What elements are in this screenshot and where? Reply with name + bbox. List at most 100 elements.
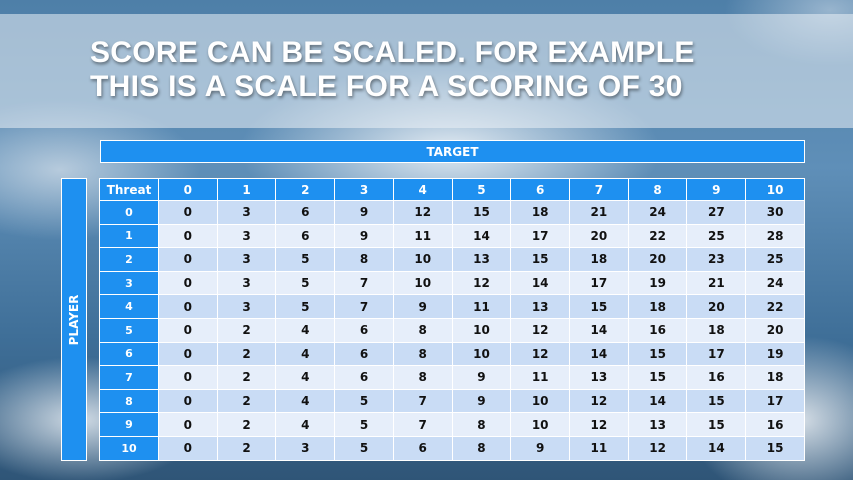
row-header: 1 <box>99 223 159 249</box>
score-cell: 5 <box>275 247 336 272</box>
table-row: 4 0 3 5 7 9 11 13 15 18 20 22 <box>99 294 805 319</box>
row-header: 6 <box>99 341 159 367</box>
header-row: Threat 0 1 2 3 4 5 6 7 8 9 10 <box>99 178 805 201</box>
score-cell: 13 <box>510 294 571 319</box>
score-cell: 12 <box>510 317 571 343</box>
corner-header: Threat <box>99 178 159 201</box>
score-cell: 8 <box>392 317 453 343</box>
score-cell: 3 <box>275 435 336 461</box>
score-cell: 13 <box>451 247 512 272</box>
score-cell: 14 <box>451 223 512 249</box>
score-cell: 9 <box>451 365 512 390</box>
score-cell: 25 <box>745 247 805 272</box>
score-cell: 15 <box>451 200 512 225</box>
score-cell: 22 <box>745 294 805 319</box>
score-cell: 28 <box>745 223 805 249</box>
score-cell: 6 <box>275 200 336 225</box>
column-header: 10 <box>745 178 805 201</box>
row-header: 9 <box>99 412 159 437</box>
score-cell: 15 <box>686 412 747 437</box>
column-header: 1 <box>216 178 277 201</box>
slide-title: SCORE CAN BE SCALED. FOR EXAMPLE THIS IS… <box>90 36 695 104</box>
score-cell: 15 <box>569 294 629 319</box>
score-cell: 13 <box>569 365 629 390</box>
score-cell: 16 <box>686 365 747 390</box>
score-cell: 8 <box>451 412 512 437</box>
score-cell: 0 <box>158 365 218 390</box>
row-header: 8 <box>99 388 159 414</box>
score-cell: 0 <box>158 341 218 367</box>
score-cell: 15 <box>627 365 688 390</box>
score-cell: 12 <box>392 200 453 225</box>
row-header: 5 <box>99 317 159 343</box>
score-cell: 15 <box>686 388 747 414</box>
score-cell: 21 <box>569 200 629 225</box>
column-header: 6 <box>510 178 571 201</box>
player-header: PLAYER <box>61 178 87 461</box>
score-cell: 0 <box>158 247 218 272</box>
score-cell: 11 <box>569 435 629 461</box>
column-header: 2 <box>275 178 336 201</box>
column-header: 4 <box>392 178 453 201</box>
table-row: 10 0 2 3 5 6 8 9 11 12 14 15 <box>99 435 805 461</box>
target-header: TARGET <box>100 140 805 163</box>
score-cell: 2 <box>216 365 277 390</box>
score-cell: 3 <box>216 223 277 249</box>
score-cell: 20 <box>745 317 805 343</box>
score-cell: 7 <box>392 412 453 437</box>
score-cell: 19 <box>745 341 805 367</box>
table-row: 9 0 2 4 5 7 8 10 12 13 15 16 <box>99 412 805 437</box>
score-cell: 8 <box>392 341 453 367</box>
score-cell: 16 <box>745 412 805 437</box>
score-cell: 19 <box>627 270 688 296</box>
row-header: 7 <box>99 365 159 390</box>
score-cell: 0 <box>158 294 218 319</box>
score-cell: 2 <box>216 317 277 343</box>
row-header: 2 <box>99 247 159 272</box>
score-cell: 17 <box>510 223 571 249</box>
score-cell: 30 <box>745 200 805 225</box>
score-cell: 13 <box>627 412 688 437</box>
score-cell: 3 <box>216 247 277 272</box>
score-cell: 4 <box>275 412 336 437</box>
column-header: 0 <box>158 178 218 201</box>
score-cell: 0 <box>158 200 218 225</box>
score-cell: 5 <box>334 412 394 437</box>
score-cell: 2 <box>216 388 277 414</box>
score-cell: 7 <box>334 270 394 296</box>
score-cell: 5 <box>334 435 394 461</box>
score-cell: 27 <box>686 200 747 225</box>
table-row: 5 0 2 4 6 8 10 12 14 16 18 20 <box>99 317 805 343</box>
title-line-2: THIS IS A SCALE FOR A SCORING OF 30 <box>90 70 683 103</box>
score-cell: 6 <box>334 365 394 390</box>
score-cell: 6 <box>334 341 394 367</box>
score-cell: 0 <box>158 270 218 296</box>
row-header: 4 <box>99 294 159 319</box>
score-cell: 2 <box>216 341 277 367</box>
score-cell: 14 <box>627 388 688 414</box>
score-cell: 2 <box>216 412 277 437</box>
score-cell: 17 <box>686 341 747 367</box>
score-cell: 9 <box>334 200 394 225</box>
score-cell: 10 <box>451 341 512 367</box>
column-header: 8 <box>627 178 688 201</box>
score-cell: 6 <box>275 223 336 249</box>
score-cell: 18 <box>686 317 747 343</box>
score-cell: 4 <box>275 388 336 414</box>
score-cell: 18 <box>510 200 571 225</box>
score-cell: 20 <box>627 247 688 272</box>
score-cell: 0 <box>158 223 218 249</box>
score-cell: 0 <box>158 412 218 437</box>
score-cell: 14 <box>569 317 629 343</box>
score-cell: 4 <box>275 365 336 390</box>
score-cell: 14 <box>569 341 629 367</box>
player-label: PLAYER <box>67 294 81 345</box>
score-cell: 8 <box>392 365 453 390</box>
score-cell: 9 <box>334 223 394 249</box>
score-cell: 0 <box>158 435 218 461</box>
score-cell: 2 <box>216 435 277 461</box>
score-cell: 20 <box>569 223 629 249</box>
score-cell: 25 <box>686 223 747 249</box>
score-cell: 16 <box>627 317 688 343</box>
score-cell: 23 <box>686 247 747 272</box>
